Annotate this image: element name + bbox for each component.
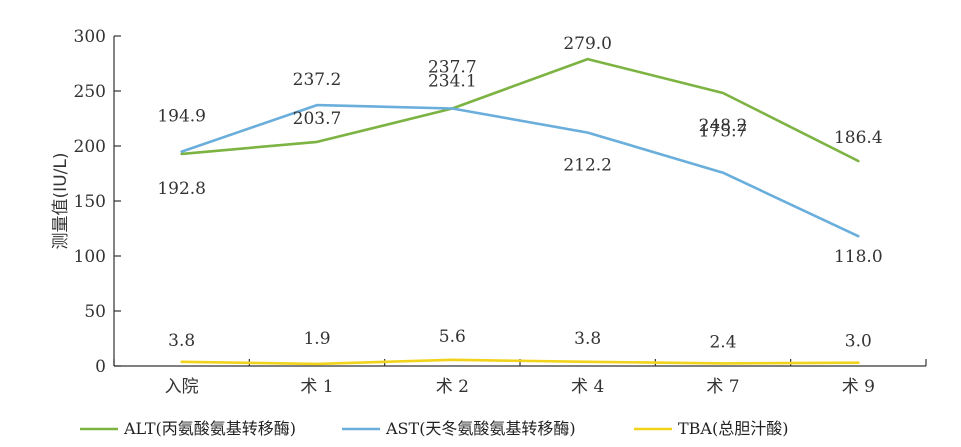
data-label: 186.4 xyxy=(834,128,883,148)
data-label: 237.7 xyxy=(428,57,477,77)
y-tick-label: 250 xyxy=(74,82,106,102)
y-tick-label: 0 xyxy=(95,357,106,377)
series-line-3 xyxy=(180,358,860,366)
y-tick-label: 200 xyxy=(74,137,106,157)
data-label: 175.7 xyxy=(699,122,748,142)
y-tick-label: 100 xyxy=(74,247,106,267)
x-tick-label: 术 7 xyxy=(706,377,739,397)
series-line-2 xyxy=(180,103,860,238)
data-label: 3.8 xyxy=(574,329,601,349)
data-label: 203.7 xyxy=(293,109,342,129)
data-label: 212.2 xyxy=(563,156,612,176)
data-label: 194.9 xyxy=(157,107,206,127)
x-tick-label: 术 2 xyxy=(436,377,469,397)
legend: ALT(丙氨酸氨基转移酶) AST(天冬氨酸氨基转移酶) TBA(总胆汁酸) xyxy=(80,419,788,438)
x-tick-label: 术 1 xyxy=(300,377,333,397)
axes: 0 50 100 150 200 250 300 入院 术 1 术 2 术 4 术 7 术 9 测量值(I… xyxy=(51,27,927,397)
y-tick-label: 150 xyxy=(74,192,106,212)
x-tick-label: 术 9 xyxy=(842,377,875,397)
legend-label: TBA(总胆汁酸) xyxy=(678,419,788,438)
data-label: 2.4 xyxy=(709,332,736,352)
data-label: 234.1 xyxy=(428,71,477,91)
data-label: 3.8 xyxy=(168,331,195,351)
data-label: 118.0 xyxy=(834,247,883,267)
data-label: 5.6 xyxy=(439,327,466,347)
data-label: 3.0 xyxy=(845,332,872,352)
y-axis-label: 测量值(IU/L) xyxy=(51,153,71,250)
series-lines xyxy=(180,57,860,366)
data-label: 1.9 xyxy=(303,329,330,349)
x-tick-label: 术 4 xyxy=(571,377,604,397)
legend-label: AST(天冬氨酸氨基转移酶) xyxy=(385,419,576,438)
y-tick-label: 300 xyxy=(74,27,106,47)
x-tick-label: 入院 xyxy=(165,377,199,397)
legend-label: ALT(丙氨酸氨基转移酶) xyxy=(123,419,296,438)
data-labels: 192.8 203.7 234.1 279.0 248.2 186.4 194.9 237.2… xyxy=(157,34,882,352)
data-label: 237.2 xyxy=(293,70,342,90)
series-line-1 xyxy=(180,57,860,163)
data-label: 192.8 xyxy=(157,179,206,199)
data-label: 248.2 xyxy=(699,116,748,136)
y-tick-label: 50 xyxy=(84,302,106,322)
data-label: 279.0 xyxy=(563,34,612,54)
